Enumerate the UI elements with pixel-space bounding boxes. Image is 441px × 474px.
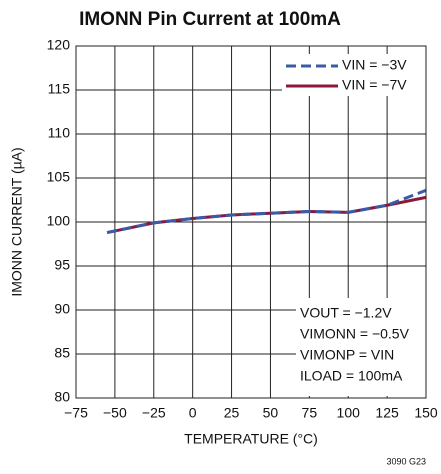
y-tick-label: 115 <box>48 81 71 97</box>
x-tick-label: 25 <box>224 405 240 421</box>
y-tick-label: 85 <box>54 345 70 361</box>
x-tick-label: 0 <box>189 405 197 421</box>
y-axis-label: IMONN CURRENT (µA) <box>9 147 25 296</box>
x-tick-label: 100 <box>337 405 361 421</box>
x-tick-label: −25 <box>142 405 166 421</box>
y-tick-label: 100 <box>47 213 71 229</box>
y-tick-label: 110 <box>48 125 71 141</box>
series-line <box>106 188 427 235</box>
x-tick-label: 125 <box>375 405 399 421</box>
x-tick-label: 75 <box>302 405 318 421</box>
chart-title: IMONN Pin Current at 100mA <box>79 9 341 30</box>
y-tick-label: 120 <box>47 37 71 53</box>
series-line <box>106 195 427 235</box>
x-tick-label: −50 <box>103 405 127 421</box>
y-tick-label: 95 <box>54 257 70 273</box>
legend-label: VIN = −7V <box>342 77 407 93</box>
y-tick-label: 105 <box>47 169 71 185</box>
annotation: VIMONP = VIN <box>300 347 394 363</box>
y-tick-label: 90 <box>54 301 70 317</box>
x-tick-label: 50 <box>263 405 279 421</box>
x-tick-label: −75 <box>64 405 88 421</box>
annotation: VOUT = −1.2V <box>300 305 392 321</box>
legend-label: VIN = −3V <box>342 57 407 73</box>
legend-box <box>282 54 426 96</box>
plot-frame <box>75 45 427 399</box>
annotation: ILOAD = 100mA <box>300 368 403 384</box>
y-tick-label: 80 <box>54 389 70 405</box>
annotation: VIMONN = −0.5V <box>300 326 410 342</box>
x-axis-label: TEMPERATURE (°C) <box>184 431 318 447</box>
x-tick-label: 150 <box>414 405 438 421</box>
annotation-box <box>296 298 426 396</box>
footnote: 3090 G23 <box>386 456 426 466</box>
